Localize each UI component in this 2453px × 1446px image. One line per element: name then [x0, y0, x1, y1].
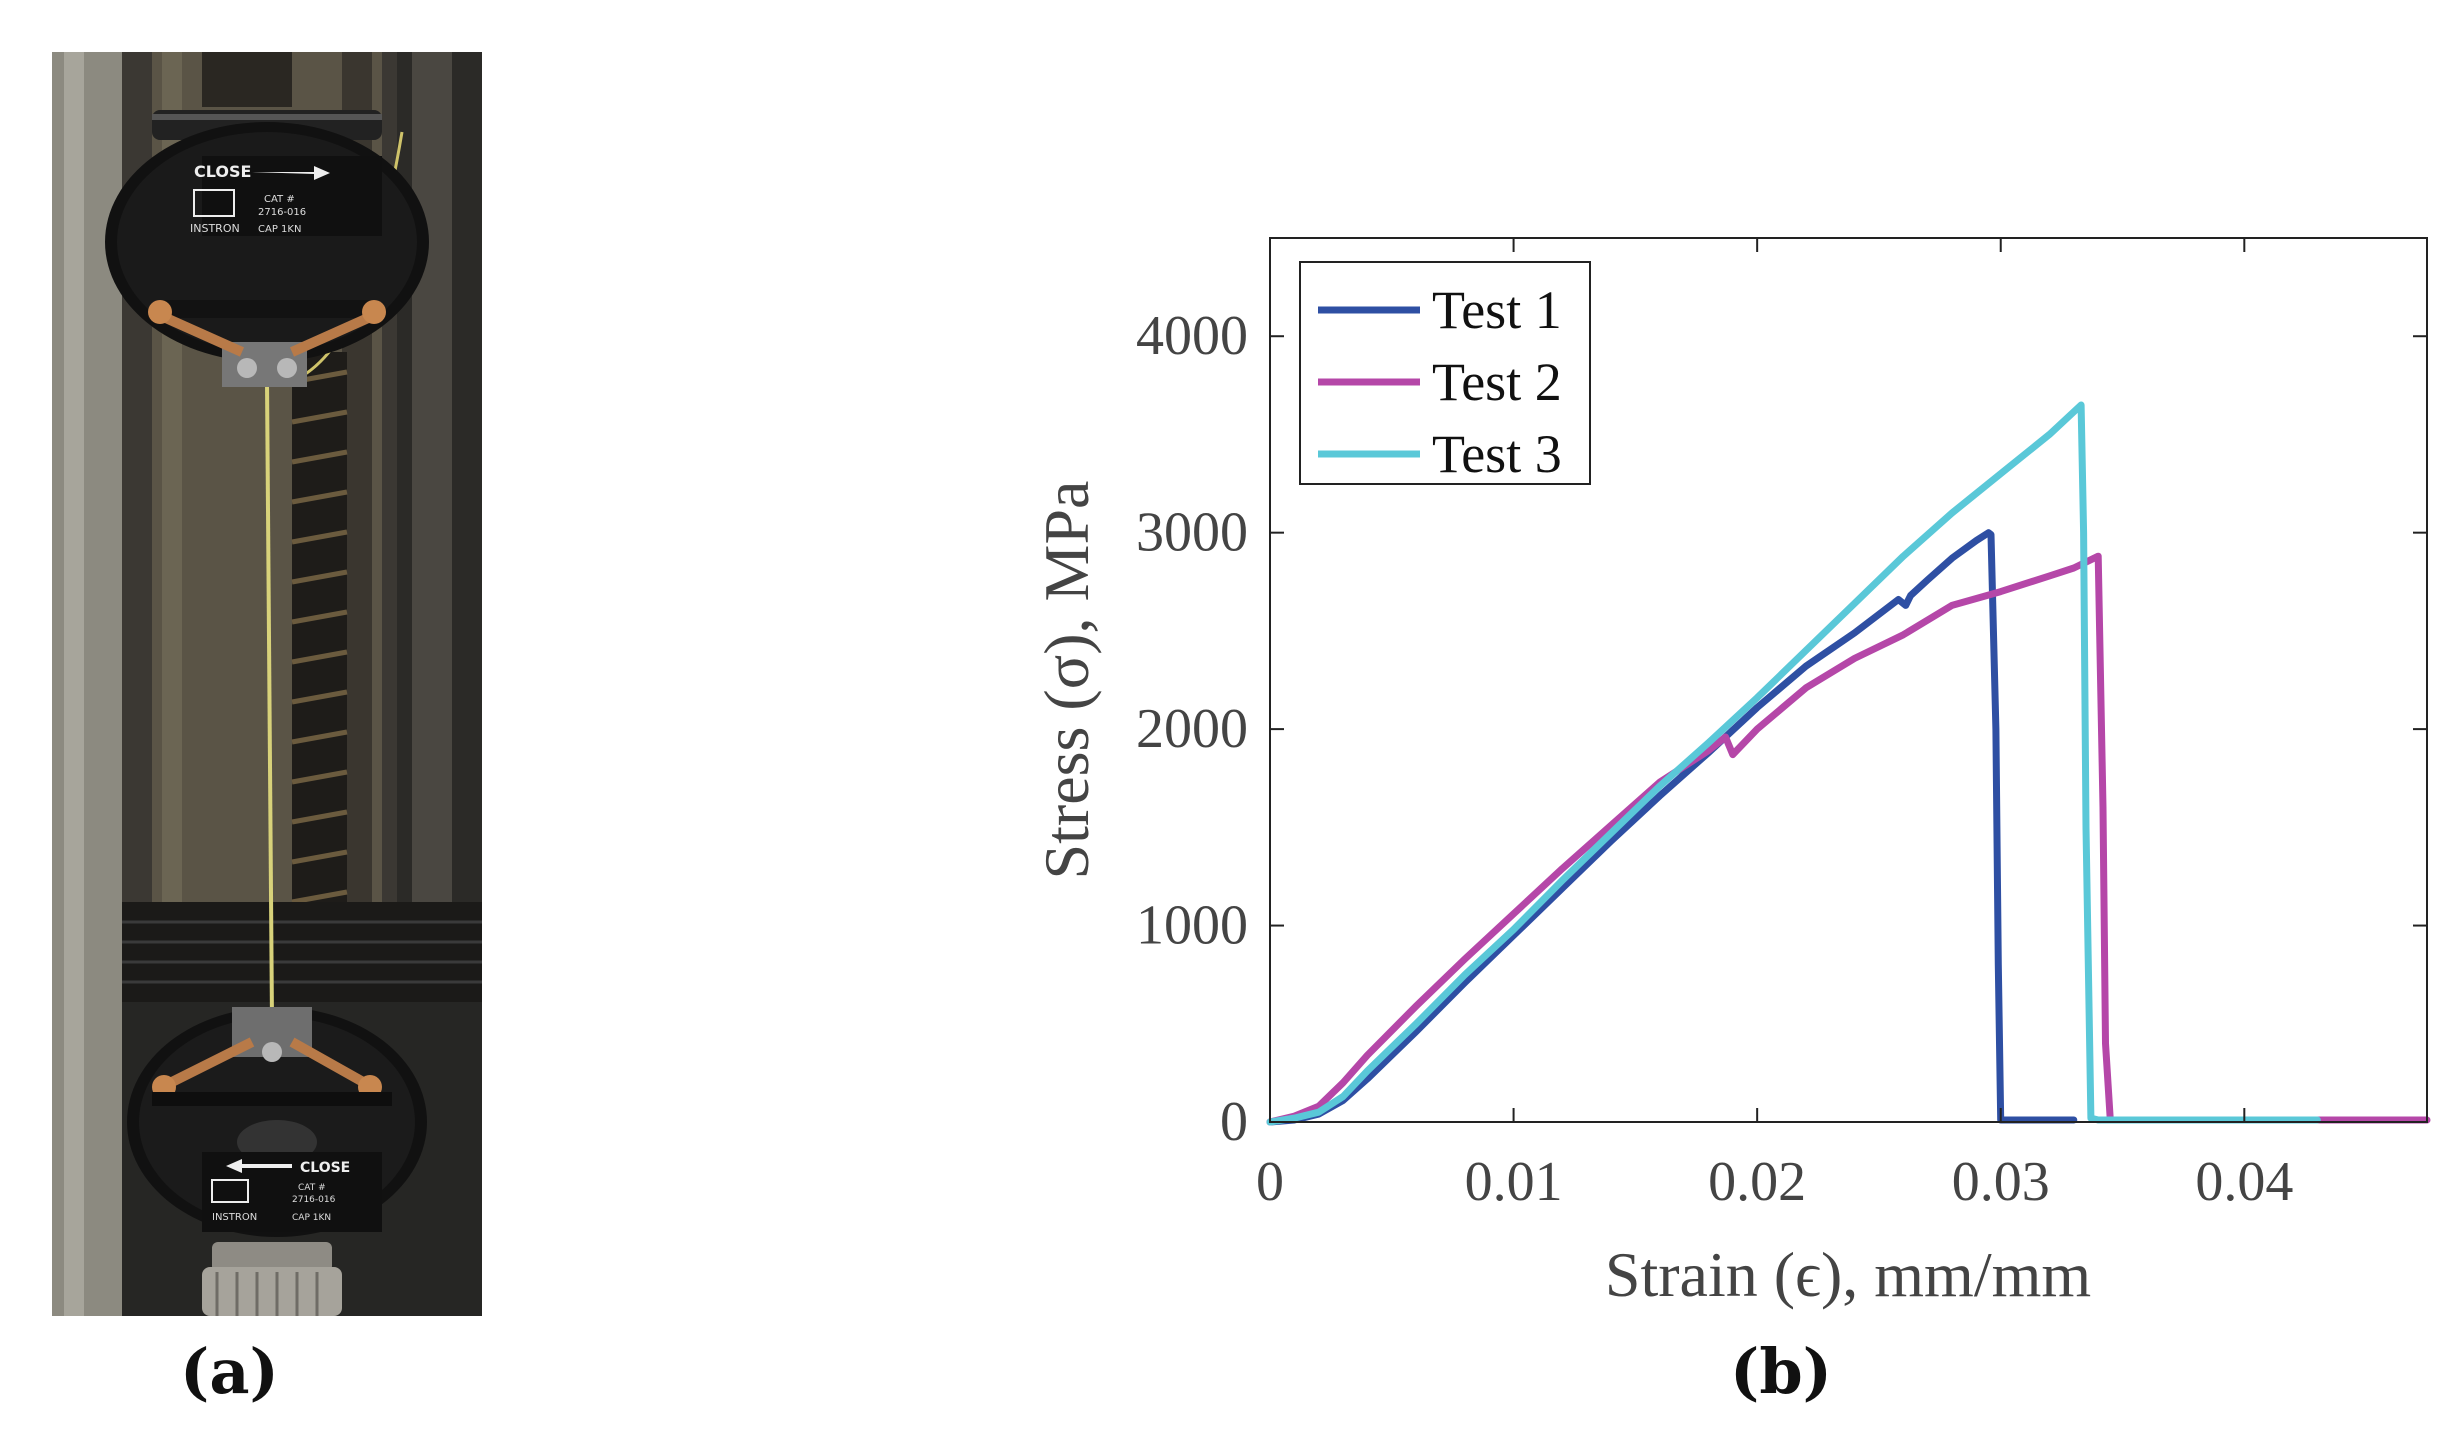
grip-bottom-cap-label: CAP 1KN: [292, 1213, 331, 1223]
x-tick-label: 0.03: [1952, 1151, 2050, 1213]
grip-bottom-brand-label: INSTRON: [212, 1212, 257, 1223]
grip-bottom-close-label: CLOSE: [300, 1160, 350, 1176]
ticks-layer: 0 0.01 0.02 0.03 0.04 0 1000 2000 3000 4000: [1136, 238, 2427, 1213]
grip-top-cat-label: CAT #: [264, 194, 295, 205]
x-axis-title: Strain (ϵ), mm/mm: [1605, 1239, 2091, 1310]
legend: Test 1 Test 2 Test 3: [1299, 261, 1591, 485]
x-tick-label: 0.02: [1708, 1151, 1806, 1213]
panel-a-caption: (a): [180, 1335, 279, 1408]
lead-screw: [202, 52, 348, 952]
y-tick-label: 0: [1220, 1091, 1248, 1153]
y-tick-label: 1000: [1136, 895, 1248, 957]
specimen-wire: [265, 381, 274, 1023]
series-line-test-3: [1266, 401, 2321, 1126]
plot-frame: [1269, 237, 2428, 1123]
legend-label-test-1: Test 1: [1432, 280, 1562, 340]
grip-top-part-label: 2716-016: [258, 207, 306, 218]
x-tick-label: 0.04: [2195, 1151, 2293, 1213]
grip-top-close-label: CLOSE: [194, 162, 251, 181]
grip-bottom-part-label: 2716-016: [292, 1195, 336, 1205]
specimen-photo: CLOSE CAT # 2716-016 INSTRON CAP 1KN: [52, 52, 482, 1316]
x-tick-label: 0.01: [1465, 1151, 1563, 1213]
legend-box: [1299, 261, 1591, 485]
grip-bottom-cat-label: CAT #: [298, 1183, 326, 1193]
legend-label-test-2: Test 2: [1432, 352, 1562, 412]
series-line-test-2: [1266, 552, 2431, 1126]
bottom-grip: CLOSE CAT # 2716-016 INSTRON CAP 1KN: [127, 1007, 427, 1316]
series-line-test-1: [1266, 529, 2078, 1126]
legend-label-test-3: Test 3: [1432, 424, 1562, 484]
series-layer: [1266, 401, 2431, 1126]
y-tick-label: 3000: [1136, 502, 1248, 564]
grip-top-brand-label: INSTRON: [190, 222, 240, 235]
top-grip: CLOSE CAT # 2716-016 INSTRON CAP 1KN: [105, 110, 429, 387]
y-tick-label: 4000: [1136, 305, 1248, 367]
x-tick-label: 0: [1256, 1151, 1284, 1213]
y-tick-label: 2000: [1136, 698, 1248, 760]
y-axis-title: Stress (σ), MPa: [1031, 481, 1102, 880]
panel-b-caption: (b): [1730, 1335, 1833, 1408]
grip-top-cap-label: CAP 1KN: [258, 224, 301, 235]
